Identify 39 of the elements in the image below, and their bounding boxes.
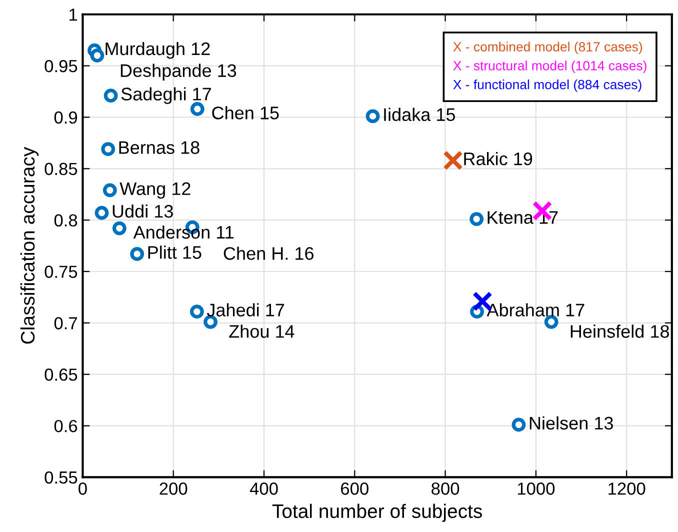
annotation: Uddi 13	[112, 204, 173, 218]
x-tick-label: 600	[341, 482, 368, 495]
annotation: Zhou 14	[229, 324, 294, 338]
y-tick-label: 0.55	[44, 471, 78, 484]
text: X - combined model (817 cases)	[453, 42, 642, 54]
x-tick-label: 800	[432, 482, 460, 495]
y-tick-label: 1	[70, 8, 78, 21]
annotation: Heinsfeld 18	[570, 324, 669, 338]
annotation: Iidaka 15	[384, 108, 456, 122]
annotation: Nielsen 13	[530, 416, 613, 430]
y-tick-label: 0.65	[44, 368, 78, 381]
annotation: Wang 12	[120, 182, 190, 199]
y-tick-label: 0.6	[54, 420, 78, 432]
x-tick-label: 0	[78, 482, 87, 495]
x-tick-label: 200	[160, 482, 188, 495]
text: X - structural model (1014 cases)	[453, 60, 646, 73]
annotation: Chen H. 16	[224, 246, 314, 260]
annotation: Rakic 19	[464, 152, 532, 166]
annotation: Murdaugh 12	[106, 42, 210, 59]
y-tick-label: 0.75	[44, 266, 78, 278]
y-tick-label: 0.85	[44, 162, 78, 176]
annotation: Plitt 15	[148, 246, 202, 259]
annotation: Anderson 11	[133, 225, 234, 239]
annotation: Jahedi 17	[206, 303, 284, 316]
y-tick-label: 0.9	[54, 111, 78, 124]
annotation: Bernas 18	[119, 141, 200, 154]
y-tick-label: 0.95	[44, 60, 78, 72]
x-axis-title: Total number of subjects	[272, 504, 482, 522]
annotation: Deshpande 13	[120, 64, 236, 81]
y-axis-title: Classification accuracy	[20, 146, 39, 344]
y-tick-label: 0.7	[54, 317, 77, 330]
x-tick-label: 1000	[518, 482, 555, 495]
annotation: Sadeghi 17	[121, 87, 211, 104]
annotation: Chen 15	[212, 106, 279, 120]
text: X - functional model (884 cases)	[453, 80, 642, 92]
y-tick-label: 0.8	[54, 214, 78, 227]
x-tick-label: 1200	[608, 482, 646, 495]
x-tick-label: 400	[250, 482, 278, 495]
annotation: Abraham 17	[486, 303, 584, 316]
